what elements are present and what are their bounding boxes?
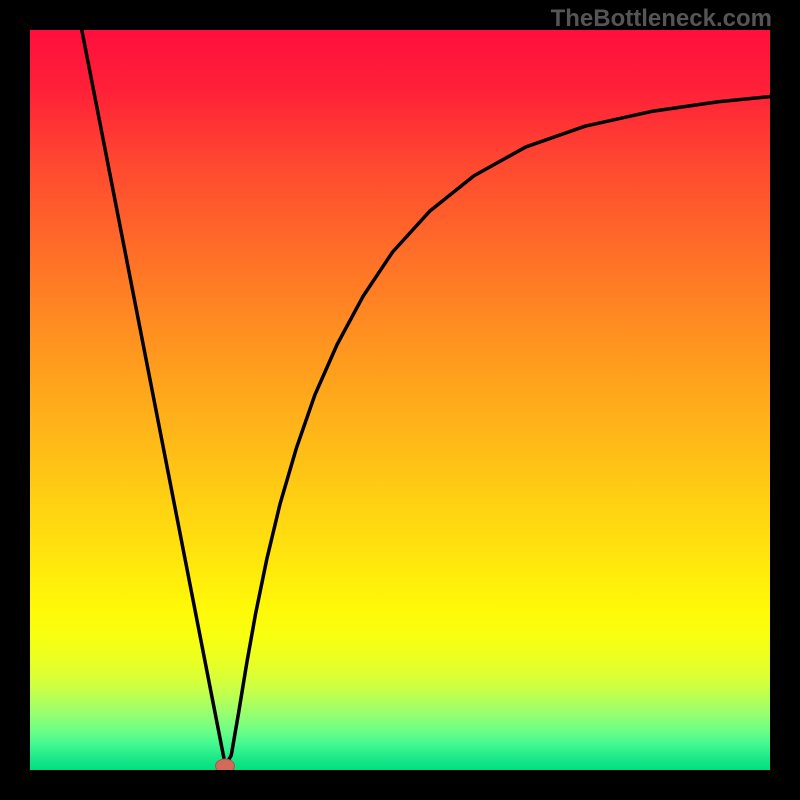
watermark-text: TheBottleneck.com	[551, 5, 772, 33]
chart-frame: TheBottleneck.com	[0, 0, 800, 800]
plot-area	[30, 30, 770, 770]
bottleneck-curve	[30, 30, 770, 770]
minimum-marker	[215, 758, 235, 770]
